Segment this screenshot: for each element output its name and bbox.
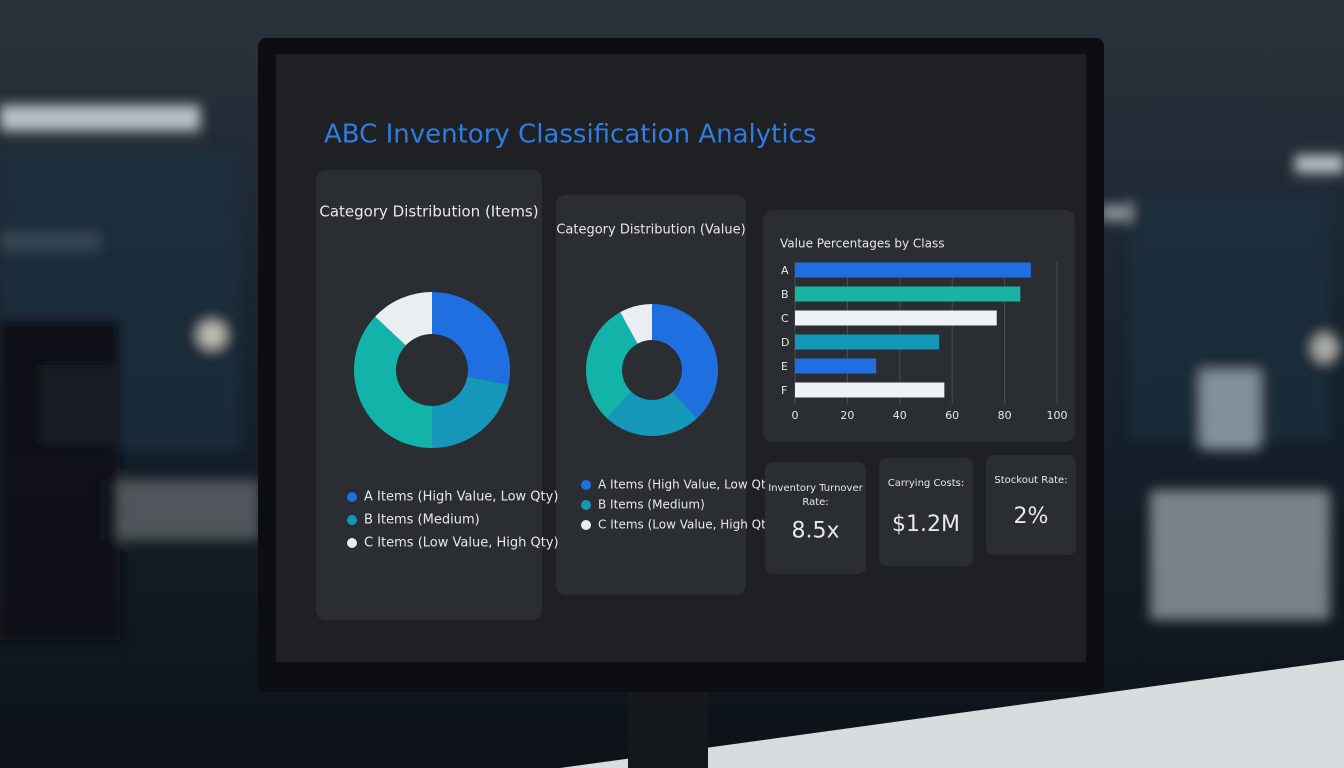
legend-swatch xyxy=(347,515,357,525)
legend-label: A Items (High Value, Low Qty) xyxy=(364,490,558,505)
donut-slice xyxy=(432,376,509,448)
x-tick-label: 40 xyxy=(893,409,907,422)
chart-title: Value Percentages by Class xyxy=(780,237,944,251)
legend-swatch xyxy=(347,538,357,548)
desk xyxy=(560,660,1344,768)
donut-slice xyxy=(620,304,652,344)
y-tick-label: F xyxy=(781,384,787,397)
kpi-card xyxy=(879,458,973,566)
bar xyxy=(795,262,1031,278)
x-tick-label: 100 xyxy=(1047,409,1068,422)
y-tick-label: E xyxy=(781,360,788,373)
bar xyxy=(795,310,997,326)
kpi-card xyxy=(986,455,1076,555)
kpi-card xyxy=(765,462,866,574)
y-tick-label: B xyxy=(781,288,789,301)
y-tick-label: A xyxy=(781,264,789,277)
donut-slice xyxy=(353,316,432,448)
x-tick-label: 20 xyxy=(840,409,854,422)
bar xyxy=(795,382,945,398)
bar xyxy=(795,286,1021,302)
donut-slice xyxy=(606,391,698,437)
kpi-value: $1.2M xyxy=(892,512,960,537)
bar xyxy=(795,334,940,350)
legend-swatch xyxy=(581,520,591,530)
legend-label: A Items (High Value, Low Qty) xyxy=(598,478,777,492)
legend-label: B Items (Medium) xyxy=(364,513,480,528)
kpi-value: 2% xyxy=(1014,504,1049,529)
chart-title: Category Distribution (Items) xyxy=(319,203,538,221)
kpi-label: Carrying Costs: xyxy=(888,478,965,489)
x-tick-label: 60 xyxy=(945,409,959,422)
y-tick-label: C xyxy=(781,312,789,325)
legend-label: C Items (Low Value, High Qty) xyxy=(364,536,559,551)
donut-slice xyxy=(375,292,432,346)
kpi-label: Stockout Rate: xyxy=(994,475,1067,486)
legend-swatch xyxy=(581,500,591,510)
dashboard-title: ABC Inventory Classification Analytics xyxy=(324,120,816,150)
x-tick-label: 80 xyxy=(998,409,1012,422)
x-tick-label: 0 xyxy=(792,409,799,422)
legend-label: C Items (Low Value, High Qty) xyxy=(598,518,778,532)
legend-swatch xyxy=(347,492,357,502)
donut-slice xyxy=(585,312,638,419)
y-tick-label: D xyxy=(781,336,789,349)
panel xyxy=(316,170,542,620)
legend-label: B Items (Medium) xyxy=(598,498,705,512)
office-blur xyxy=(0,105,1344,640)
panel xyxy=(556,195,746,595)
legend-swatch xyxy=(581,480,591,490)
donut-slice xyxy=(652,304,718,419)
kpi-value: 8.5x xyxy=(791,518,839,543)
bar xyxy=(795,358,877,374)
chart-title: Category Distribution (Value) xyxy=(556,223,745,238)
donut-slice xyxy=(432,292,511,385)
kpi-label: Inventory Turnover Rate: xyxy=(768,483,863,508)
